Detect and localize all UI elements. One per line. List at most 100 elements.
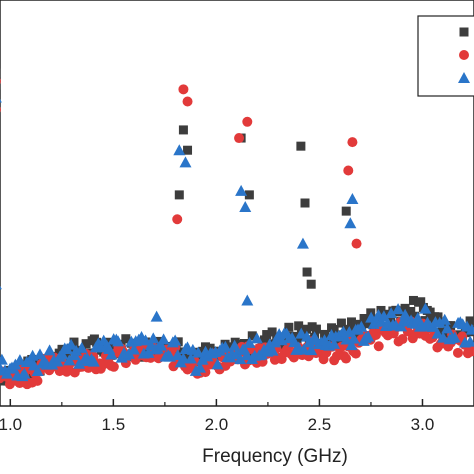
- data-point: [247, 331, 257, 341]
- data-point: [302, 324, 312, 334]
- data-point-peak: [0, 106, 1, 113]
- data-point: [408, 295, 418, 305]
- data-point: [297, 343, 310, 355]
- data-point: [32, 375, 43, 386]
- legend-marker: [458, 72, 470, 83]
- data-point-peak: [244, 190, 254, 200]
- data-point-peak: [347, 137, 358, 148]
- data-point: [284, 322, 294, 332]
- data-marks: [0, 68, 474, 390]
- data-point: [464, 335, 474, 347]
- data-point: [155, 339, 168, 351]
- data-point: [446, 321, 456, 331]
- data-point: [193, 361, 206, 373]
- data-point: [355, 320, 368, 332]
- data-point: [18, 367, 31, 379]
- data-point-peak: [346, 192, 359, 204]
- data-point-peak: [183, 145, 193, 155]
- data-point: [13, 354, 26, 366]
- data-point: [465, 323, 474, 335]
- data-point: [386, 313, 396, 323]
- data-point: [331, 351, 342, 362]
- data-point: [440, 329, 450, 339]
- data-point: [433, 312, 443, 322]
- data-point: [69, 337, 79, 347]
- data-point: [105, 348, 118, 360]
- data-point-peak: [234, 133, 245, 144]
- data-point: [142, 346, 155, 358]
- data-point: [336, 318, 346, 328]
- x-tick-label: 3.0: [411, 415, 435, 434]
- data-point: [341, 324, 351, 334]
- data-point: [81, 339, 91, 349]
- data-point-peak: [174, 190, 184, 200]
- data-point: [262, 330, 272, 340]
- data-point: [465, 316, 474, 326]
- data-point: [406, 307, 416, 317]
- data-point: [416, 297, 426, 307]
- data-point: [416, 320, 429, 332]
- data-point-peak: [172, 214, 183, 225]
- data-point: [73, 357, 86, 369]
- data-point: [33, 348, 46, 360]
- data-point-peak: [182, 96, 193, 107]
- data-point: [410, 311, 420, 321]
- data-point: [177, 352, 190, 364]
- data-point: [0, 353, 8, 365]
- data-point-peak: [296, 237, 309, 249]
- data-point: [438, 313, 451, 325]
- data-point: [211, 358, 224, 370]
- data-point: [329, 324, 339, 334]
- legend-marker: [459, 50, 469, 60]
- data-point: [266, 344, 279, 356]
- data-point-peak: [344, 217, 357, 229]
- data-point: [392, 303, 405, 315]
- data-point: [157, 333, 170, 345]
- data-point: [65, 338, 78, 350]
- data-point-peak: [343, 165, 354, 176]
- data-point: [169, 334, 182, 346]
- data-point: [196, 353, 209, 365]
- data-point-peak: [0, 78, 1, 85]
- data-point: [397, 334, 408, 345]
- data-point: [219, 340, 232, 352]
- legend: [417, 15, 474, 97]
- data-point: [294, 321, 304, 331]
- data-point: [267, 327, 277, 337]
- data-point: [323, 336, 333, 346]
- data-point-peak: [306, 279, 316, 289]
- data-point: [347, 332, 360, 344]
- data-point: [452, 347, 463, 358]
- data-point: [419, 302, 432, 314]
- data-point: [31, 365, 44, 377]
- x-tick-label: 2.5: [308, 415, 332, 434]
- data-point-peak: [296, 141, 306, 151]
- data-point: [350, 348, 361, 359]
- data-point-peak: [0, 98, 2, 103]
- data-point: [250, 332, 263, 344]
- data-point: [448, 331, 461, 343]
- data-point-peak: [150, 310, 163, 322]
- data-point-peak: [173, 144, 186, 156]
- data-point-peak: [239, 201, 252, 213]
- data-point: [70, 344, 83, 356]
- data-point: [433, 316, 446, 328]
- x-tick-label: 1.5: [102, 415, 126, 434]
- data-point-peak: [302, 267, 312, 277]
- data-point: [305, 344, 318, 356]
- data-point-peak: [179, 156, 192, 168]
- data-point: [341, 353, 352, 364]
- data-point: [467, 346, 474, 357]
- data-point-peak: [178, 125, 188, 135]
- data-point: [61, 349, 71, 359]
- data-point-peak: [300, 198, 310, 208]
- x-tick-label: 2.0: [205, 415, 229, 434]
- data-point: [376, 305, 386, 315]
- data-point: [385, 307, 398, 319]
- plot-frame: [0, 0, 474, 407]
- data-point: [441, 322, 454, 334]
- data-point: [43, 344, 56, 356]
- data-point: [363, 318, 373, 328]
- data-point: [75, 341, 88, 353]
- data-point: [228, 339, 241, 351]
